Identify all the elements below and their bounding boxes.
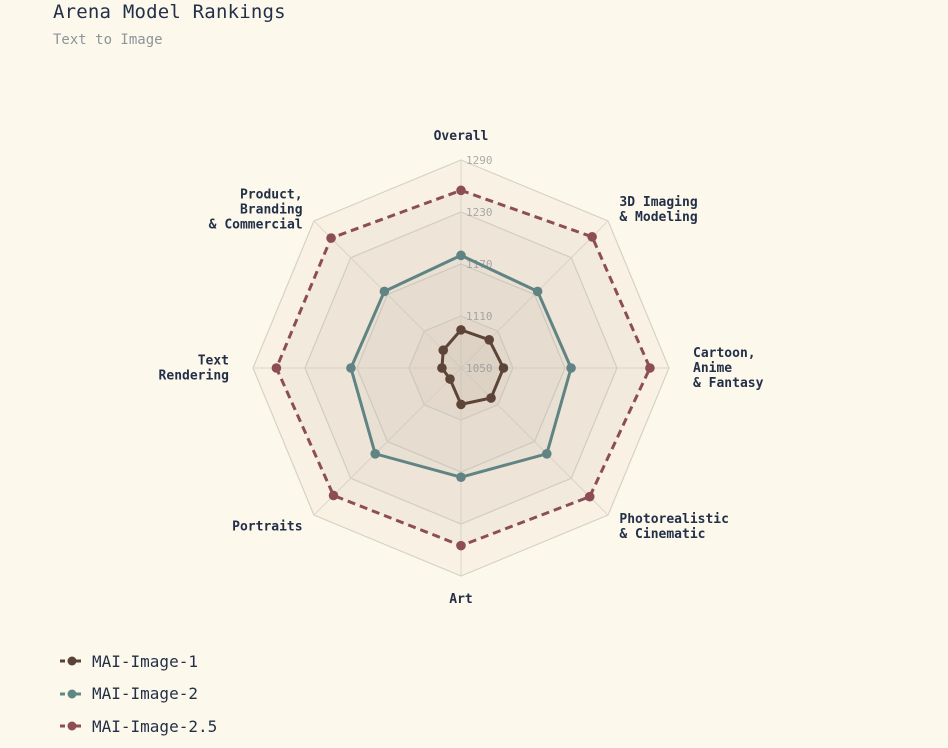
radar-tick-label: 1050 [466, 362, 493, 375]
series-1-point [445, 374, 455, 384]
legend-swatch [60, 689, 84, 698]
series-3-point [645, 363, 655, 373]
radar-series [271, 185, 655, 551]
legend-item: MAI-Image-2.5 [60, 715, 217, 737]
series-1-point [484, 335, 494, 345]
radar-tick-label: 1110 [466, 310, 493, 323]
axis-label: Product, Branding & Commercial [209, 188, 303, 233]
series-2-point [456, 472, 466, 483]
chart-subtitle: Text to Image [53, 32, 163, 48]
series-3-point [587, 232, 597, 242]
series-2-point [370, 448, 381, 459]
series-3-point [328, 490, 339, 501]
axis-label: Text Rendering [159, 354, 229, 384]
radar-tick-label: 1290 [466, 154, 493, 167]
radar-grid [252, 159, 670, 577]
series-2-point [346, 363, 356, 373]
series-1-point [486, 393, 496, 403]
series-1-point [498, 363, 509, 373]
legend-item: MAI-Image-2 [60, 683, 217, 705]
axis-label: Photorealistic & Cinematic [619, 512, 729, 542]
series-1-point [456, 325, 466, 335]
axis-label: Cartoon, Anime & Fantasy [693, 346, 764, 391]
legend-label: MAI-Image-2.5 [92, 716, 218, 736]
series-3-point [584, 491, 595, 502]
legend-swatch [60, 656, 84, 666]
radar-spoke [460, 367, 609, 516]
axis-label: Art [449, 592, 472, 607]
legend-item: MAI-Image-1 [60, 650, 217, 672]
chart-title: Arena Model Rankings [53, 1, 286, 23]
axis-label: 3D Imaging & Modeling [619, 195, 697, 225]
series-1-point [437, 363, 447, 373]
series-1-point [456, 399, 466, 410]
legend: MAI-Image-1 MAI-Image-2 MAI-Image-2.5 [60, 650, 217, 748]
legend-label: MAI-Image-2 [92, 684, 198, 703]
series-2-point [541, 448, 552, 459]
series-1-point [438, 345, 449, 356]
series-2-point [379, 286, 390, 297]
series-2-point [532, 286, 543, 297]
series-2-point [566, 363, 576, 373]
series-3-point [456, 185, 466, 196]
series-2-point [456, 250, 466, 261]
series-3-point [271, 363, 282, 373]
axis-label: Portraits [232, 519, 302, 534]
radar-tick-label: 1230 [466, 206, 493, 219]
series-3-point [456, 540, 466, 551]
series-3-point [326, 233, 336, 243]
radar-spoke [313, 367, 462, 516]
radar-axis-labels: Overall 3D Imaging & Modeling Cartoon, Anime… [159, 129, 764, 607]
legend-label: MAI-Image-1 [92, 651, 198, 671]
axis-label: Overall [434, 129, 489, 144]
legend-swatch [60, 721, 84, 731]
